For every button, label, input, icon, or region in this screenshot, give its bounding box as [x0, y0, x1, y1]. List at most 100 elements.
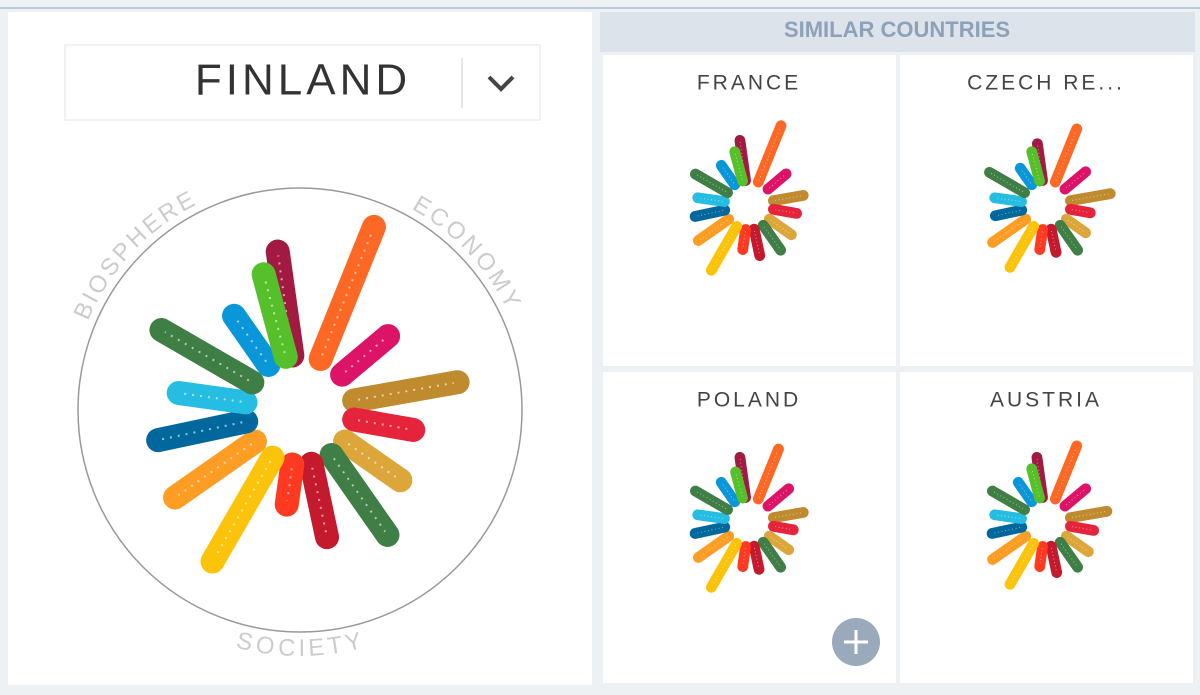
country-card[interactable]: AUSTRIA: [900, 372, 1193, 683]
petal-mark: [699, 514, 723, 519]
country-select[interactable]: [64, 44, 541, 121]
petal-mark: [357, 419, 410, 431]
petal: [986, 521, 1028, 539]
petal-mark: [696, 210, 724, 217]
petal: [166, 380, 258, 415]
petal-mark: [775, 195, 802, 201]
petal: [752, 120, 787, 188]
petal: [715, 476, 741, 508]
petal-mark: [758, 127, 781, 181]
top-border: [0, 7, 1200, 9]
petal-mark: [1066, 489, 1085, 506]
petal: [1026, 463, 1045, 504]
petal-mark: [735, 473, 743, 497]
country-card[interactable]: CZECH RE...: [900, 55, 1193, 366]
petal: [251, 262, 298, 369]
petal-mark: [996, 197, 1020, 202]
petal: [1054, 536, 1084, 573]
petal-mark: [763, 543, 780, 566]
petal: [748, 540, 765, 575]
petal: [762, 168, 792, 195]
add-icon[interactable]: [844, 630, 868, 654]
petal: [729, 146, 748, 187]
petal-mark: [763, 226, 780, 249]
petal: [330, 324, 401, 387]
chart-ring: [77, 187, 523, 633]
petal: [1034, 224, 1048, 255]
petal-mark: [1010, 544, 1034, 584]
country-name: FINLAND: [195, 56, 411, 105]
card-bg: [603, 55, 896, 366]
country-card[interactable]: FRANCE: [603, 55, 896, 366]
petal: [1045, 223, 1062, 258]
card-country-name: POLAND: [697, 389, 801, 412]
petal-mark: [993, 527, 1021, 534]
petal-mark: [286, 468, 293, 501]
main-chart: [146, 214, 470, 574]
petal: [757, 536, 787, 573]
petal: [222, 303, 281, 377]
petal-mark: [347, 443, 398, 479]
petal: [163, 429, 267, 510]
petal-mark: [699, 197, 723, 202]
petal-mark: [775, 512, 802, 518]
petal: [1064, 203, 1096, 219]
petal-mark: [769, 489, 788, 506]
petal-mark: [161, 421, 243, 441]
petal-mark: [1031, 153, 1040, 180]
petal-mark: [696, 527, 724, 534]
petal-mark: [263, 277, 286, 354]
petal-mark: [1060, 543, 1077, 566]
petal-mark: [770, 219, 791, 235]
petal-mark: [739, 142, 746, 179]
petal-mark: [182, 392, 242, 403]
petal-mark: [1060, 226, 1077, 249]
petal: [1026, 146, 1045, 187]
petal: [737, 224, 751, 255]
petal-mark: [357, 381, 454, 401]
petal-mark: [1072, 193, 1109, 201]
petal: [1034, 541, 1048, 572]
similar-title: SIMILAR COUNTRIES: [784, 17, 1010, 42]
card-country-name: CZECH RE...: [967, 72, 1125, 95]
petal: [692, 509, 730, 524]
petal-mark: [993, 219, 1025, 242]
petal: [767, 190, 809, 207]
card-country-name: FRANCE: [697, 72, 801, 95]
petal-mark: [1036, 459, 1043, 496]
petal-mark: [1031, 470, 1040, 497]
petal: [689, 521, 731, 539]
petal-mark: [344, 337, 386, 373]
petal-mark: [164, 331, 250, 382]
petal: [1054, 219, 1084, 256]
petal-mark: [235, 318, 267, 363]
petal: [689, 204, 731, 222]
petal-mark: [1010, 227, 1034, 267]
petal: [989, 192, 1027, 207]
petal-mark: [311, 467, 328, 534]
petal: [1060, 213, 1092, 239]
card-country-name: AUSTRIA: [990, 389, 1102, 412]
petal: [767, 507, 809, 524]
petal: [308, 214, 386, 372]
card-bg: [900, 372, 1193, 683]
petal: [989, 509, 1027, 524]
petal: [692, 192, 730, 207]
petal: [319, 443, 400, 547]
dropdown-chevron[interactable]: [487, 75, 515, 92]
petal-mark: [997, 210, 1021, 216]
petal-mark: [996, 514, 1020, 519]
petal: [333, 429, 413, 493]
petal-mark: [734, 153, 743, 180]
petal-mark: [1067, 536, 1088, 552]
card-bg: [900, 55, 1193, 366]
petal-mark: [321, 230, 374, 356]
petal-mark: [739, 459, 746, 496]
similar-header: [600, 12, 1195, 52]
petal-mark: [711, 227, 737, 269]
petal: [767, 203, 803, 219]
petal-mark: [990, 172, 1024, 193]
petal-mark: [711, 544, 737, 586]
petal: [1064, 520, 1100, 536]
